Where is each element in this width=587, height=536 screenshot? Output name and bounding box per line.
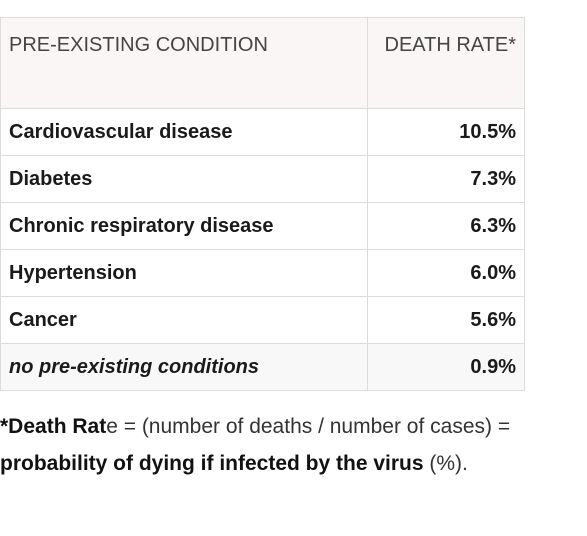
footnote-bold: *Death Rat [0, 415, 107, 438]
footnote-text: (%). [423, 452, 468, 475]
table-row: Cardiovascular disease 10.5% [0, 108, 525, 156]
footnote-bold: probability of dying if infected by the … [0, 452, 424, 475]
rate-cell: 0.9% [367, 343, 525, 391]
condition-cell: Cardiovascular disease [0, 108, 368, 156]
condition-cell: Hypertension [0, 249, 368, 297]
rate-cell: 10.5% [367, 108, 525, 156]
footnote-text: e = (number of deaths / number of cases)… [106, 415, 511, 438]
table-row: Cancer 5.6% [0, 296, 525, 344]
footnote: *Death Rate = (number of deaths / number… [0, 408, 540, 482]
rate-cell: 6.0% [367, 249, 525, 297]
header-cell: DEATH RATE* [367, 17, 525, 109]
rate-cell: 7.3% [367, 155, 525, 203]
table-row: Chronic respiratory disease 6.3% [0, 202, 525, 250]
condition-cell: Cancer [0, 296, 368, 344]
table-row: Hypertension 6.0% [0, 249, 525, 297]
rate-cell: 6.3% [367, 202, 525, 250]
condition-cell: no pre-existing conditions [0, 343, 368, 391]
condition-cell: Chronic respiratory disease [0, 202, 368, 250]
header-cell: PRE-EXISTING CONDITION [0, 17, 368, 109]
table-row: Diabetes 7.3% [0, 155, 525, 203]
death-rate-table: PRE-EXISTING CONDITION DEATH RATE* Cardio… [0, 17, 525, 391]
rate-cell: 5.6% [367, 296, 525, 344]
header-row: PRE-EXISTING CONDITION DEATH RATE* [0, 17, 525, 109]
condition-cell: Diabetes [0, 155, 368, 203]
table-row: no pre-existing conditions 0.9% [0, 343, 525, 391]
